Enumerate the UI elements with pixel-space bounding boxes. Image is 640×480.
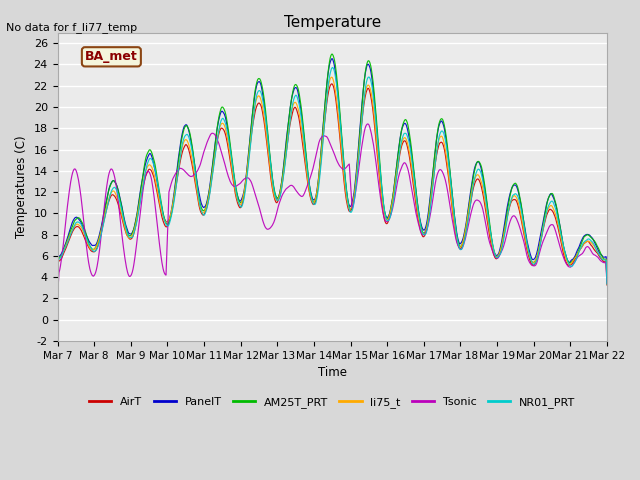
Y-axis label: Temperatures (C): Temperatures (C) — [15, 135, 28, 238]
Text: No data for f_li77_temp: No data for f_li77_temp — [6, 22, 138, 33]
Title: Temperature: Temperature — [284, 15, 381, 30]
X-axis label: Time: Time — [317, 366, 347, 379]
Text: BA_met: BA_met — [85, 50, 138, 63]
Legend: AirT, PanelT, AM25T_PRT, li75_t, Tsonic, NR01_PRT: AirT, PanelT, AM25T_PRT, li75_t, Tsonic,… — [85, 393, 580, 413]
